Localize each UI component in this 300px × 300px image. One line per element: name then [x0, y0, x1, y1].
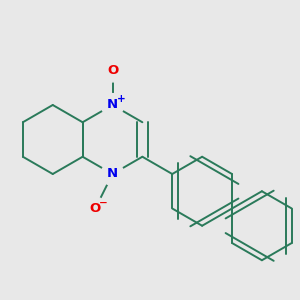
Circle shape	[84, 197, 107, 220]
Text: +: +	[116, 94, 125, 104]
Text: −: −	[99, 198, 108, 208]
Text: N: N	[107, 167, 118, 181]
Circle shape	[101, 59, 124, 82]
Circle shape	[101, 94, 124, 116]
Text: N: N	[107, 98, 118, 112]
Text: O: O	[90, 202, 101, 215]
Text: O: O	[107, 64, 118, 77]
Circle shape	[101, 163, 124, 185]
